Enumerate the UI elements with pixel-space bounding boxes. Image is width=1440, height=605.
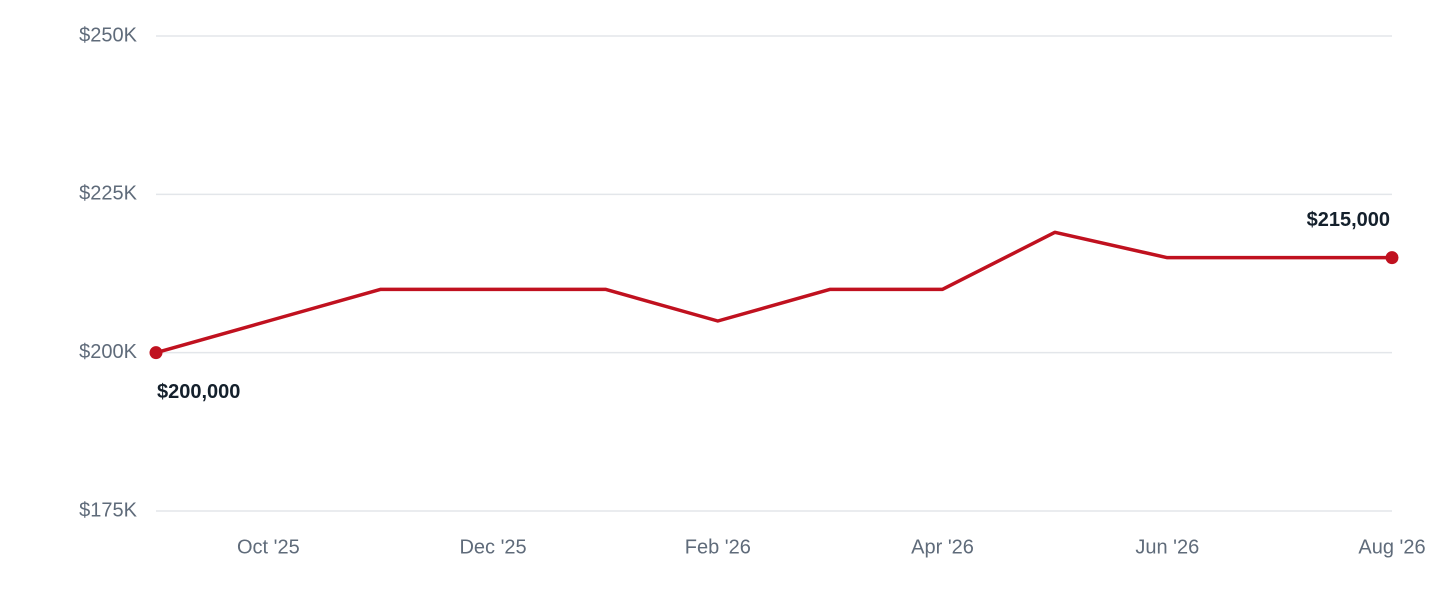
x-tick-label: Apr '26 bbox=[911, 536, 974, 558]
line bbox=[155, 230, 1392, 355]
point bbox=[149, 346, 163, 360]
x-tick-label: Aug '26 bbox=[1358, 536, 1425, 558]
x-tick-label: Feb '26 bbox=[685, 536, 751, 558]
data-label: $200,000 bbox=[157, 381, 240, 403]
x-tick-label: Dec '25 bbox=[459, 536, 526, 558]
y-tick-label: $250K bbox=[79, 24, 137, 46]
x-tick-label: Jun '26 bbox=[1135, 536, 1199, 558]
point bbox=[1385, 251, 1399, 265]
y-tick-label: $200K bbox=[79, 341, 137, 363]
x-tick-label: Oct '25 bbox=[237, 536, 300, 558]
y-tick-label: $225K bbox=[79, 183, 137, 205]
data-label: $215,000 bbox=[1307, 209, 1390, 231]
y-tick-label: $175K bbox=[79, 499, 137, 521]
